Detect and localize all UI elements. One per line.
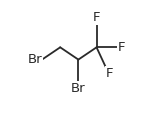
Text: Br: Br — [71, 82, 86, 95]
Text: F: F — [106, 67, 113, 80]
Text: F: F — [93, 11, 100, 24]
Text: Br: Br — [27, 53, 42, 66]
Text: F: F — [118, 41, 125, 54]
